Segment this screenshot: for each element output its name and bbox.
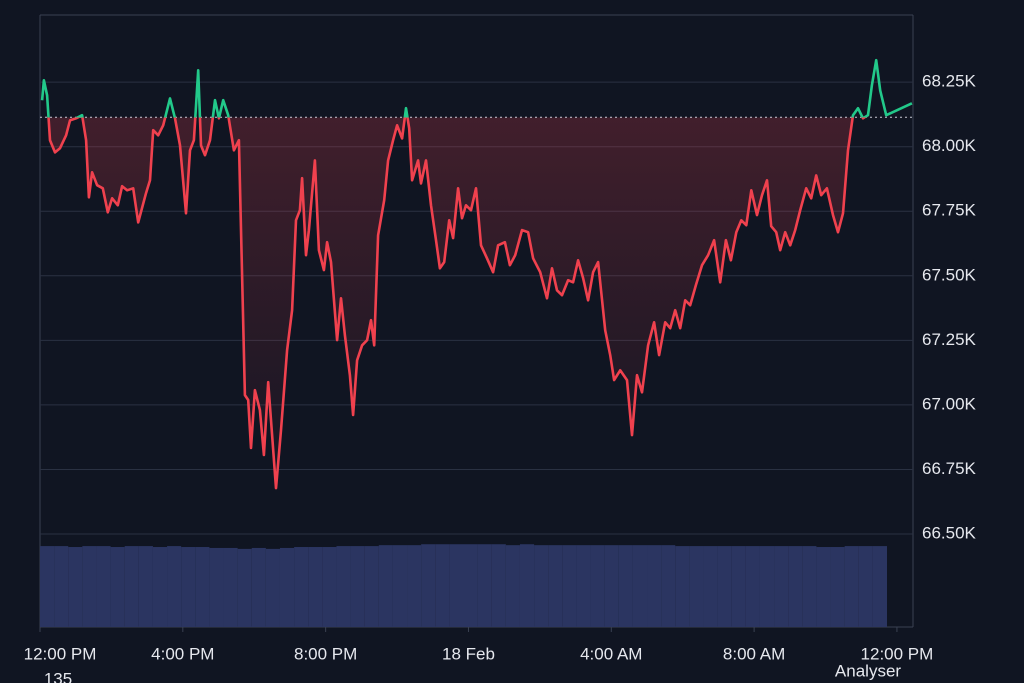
volume-bar xyxy=(548,545,563,627)
volume-bar xyxy=(265,548,280,627)
volume-bar xyxy=(745,546,760,627)
volume-bar xyxy=(463,544,478,627)
volume-bar xyxy=(731,546,746,627)
x-tick-label: 18 Feb xyxy=(442,644,495,663)
x-tick-label: 8:00 PM xyxy=(294,644,357,663)
volume-bar xyxy=(181,547,196,627)
x-tick-label: 8:00 AM xyxy=(723,644,785,663)
volume-bar xyxy=(96,546,111,627)
y-tick-label: 68.25K xyxy=(922,72,977,91)
x-tick-label: 4:00 PM xyxy=(151,644,214,663)
volume-bar xyxy=(308,547,323,627)
annotation: Analyser xyxy=(835,661,901,680)
price-line xyxy=(40,58,913,490)
volume-bar xyxy=(449,544,464,627)
volume-bar xyxy=(435,544,450,627)
volume-bar xyxy=(138,546,153,627)
volume-bar xyxy=(576,545,591,627)
volume-bar xyxy=(350,546,365,627)
volume-bar xyxy=(534,545,549,627)
x-tick-label: 12:00 PM xyxy=(24,644,97,663)
volume-bar xyxy=(872,546,887,627)
volume-bar xyxy=(844,546,859,627)
volume-bar xyxy=(40,546,55,627)
y-tick-label: 67.25K xyxy=(922,330,977,349)
y-tick-label: 67.75K xyxy=(922,201,977,220)
x-tick-label: 12:00 PM xyxy=(861,644,934,663)
volume-bar xyxy=(717,546,732,627)
volume-bar xyxy=(209,547,224,627)
volume-bar xyxy=(689,546,704,627)
volume-bar xyxy=(759,546,775,627)
volume-bar xyxy=(858,546,873,627)
volume-bar xyxy=(675,546,690,627)
y-tick-label: 66.75K xyxy=(922,459,977,478)
volume-bar xyxy=(816,547,831,627)
volume-bar xyxy=(167,546,182,627)
volume-bar xyxy=(364,546,379,627)
volume-bar xyxy=(322,547,337,627)
volume-bar xyxy=(294,547,309,627)
volume-bar xyxy=(378,545,393,627)
volume-bar xyxy=(251,547,266,627)
y-tick-label: 66.50K xyxy=(922,524,977,543)
x-tick-label: 4:00 AM xyxy=(580,644,642,663)
volume-bar xyxy=(223,547,238,627)
volume-bar xyxy=(604,545,619,627)
volume-bar xyxy=(647,545,662,627)
volume-bar xyxy=(124,546,139,627)
volume-bar xyxy=(54,546,69,627)
volume-bar xyxy=(802,546,817,627)
volume-bar xyxy=(661,545,676,627)
volume-bar xyxy=(632,545,648,627)
y-tick-label: 67.00K xyxy=(922,394,977,413)
volume-bar xyxy=(407,545,422,627)
volume-bar xyxy=(152,547,168,627)
volume-bar xyxy=(237,548,252,627)
annotation: 135 xyxy=(44,669,72,683)
volume-bar xyxy=(491,544,506,627)
volume-bar xyxy=(519,544,535,627)
volume-bar xyxy=(195,547,210,627)
volume-bar xyxy=(774,546,789,627)
volume-bar xyxy=(505,545,520,627)
volume-bar xyxy=(68,547,83,627)
volume-bar xyxy=(703,546,718,627)
y-tick-label: 67.50K xyxy=(922,265,977,284)
volume-bar xyxy=(477,544,492,627)
area xyxy=(48,117,865,489)
volume-bar xyxy=(336,546,351,627)
volume-bar xyxy=(590,545,605,627)
volume-bar xyxy=(830,547,845,627)
volume-bar xyxy=(788,546,803,627)
volume-bar xyxy=(279,547,295,627)
volume-bar xyxy=(82,546,97,627)
volume-bar xyxy=(421,544,436,627)
volume-bar xyxy=(618,545,633,627)
volume-bar xyxy=(562,545,577,627)
volume-bar xyxy=(110,547,125,627)
y-tick-label: 68.00K xyxy=(922,136,977,155)
volume-bar xyxy=(392,545,408,627)
